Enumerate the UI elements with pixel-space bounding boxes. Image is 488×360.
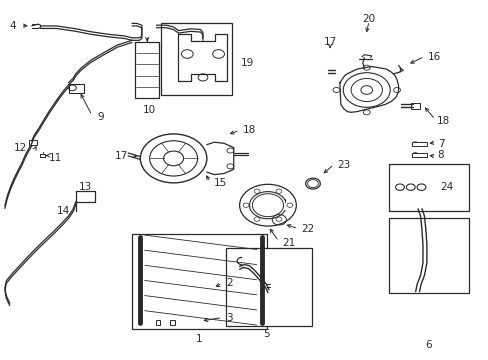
Text: 17: 17 xyxy=(115,150,128,161)
Text: 2: 2 xyxy=(225,278,232,288)
Text: 18: 18 xyxy=(436,116,449,126)
Text: 19: 19 xyxy=(241,58,254,68)
Bar xyxy=(132,234,266,329)
Bar xyxy=(410,103,419,109)
Bar xyxy=(69,84,84,93)
Text: 15: 15 xyxy=(213,178,226,188)
Bar xyxy=(226,248,311,326)
Text: 18: 18 xyxy=(243,125,256,135)
Bar xyxy=(170,320,175,325)
Text: 5: 5 xyxy=(263,329,269,339)
Text: 12: 12 xyxy=(14,143,27,153)
Bar xyxy=(411,153,426,157)
Bar xyxy=(155,320,160,325)
Text: 8: 8 xyxy=(437,150,444,160)
Text: 3: 3 xyxy=(225,312,232,323)
Text: 14: 14 xyxy=(57,206,70,216)
Text: 11: 11 xyxy=(49,153,62,163)
Bar xyxy=(161,23,232,95)
Text: 10: 10 xyxy=(142,105,155,115)
Text: 16: 16 xyxy=(427,51,440,62)
Text: 1: 1 xyxy=(195,334,202,345)
Text: 4: 4 xyxy=(9,21,16,31)
Text: 23: 23 xyxy=(337,159,350,170)
Text: 20: 20 xyxy=(362,14,375,24)
Bar xyxy=(388,218,468,293)
Text: 21: 21 xyxy=(282,238,295,248)
Bar xyxy=(411,142,426,146)
Text: 9: 9 xyxy=(98,112,104,122)
Bar xyxy=(135,42,159,98)
Text: 17: 17 xyxy=(323,37,336,48)
Text: 6: 6 xyxy=(425,340,431,350)
Text: 22: 22 xyxy=(301,224,314,234)
Bar xyxy=(29,140,37,145)
Text: 24: 24 xyxy=(439,182,452,192)
Text: 13: 13 xyxy=(79,182,92,192)
Text: 7: 7 xyxy=(437,139,444,149)
Bar xyxy=(388,164,468,211)
